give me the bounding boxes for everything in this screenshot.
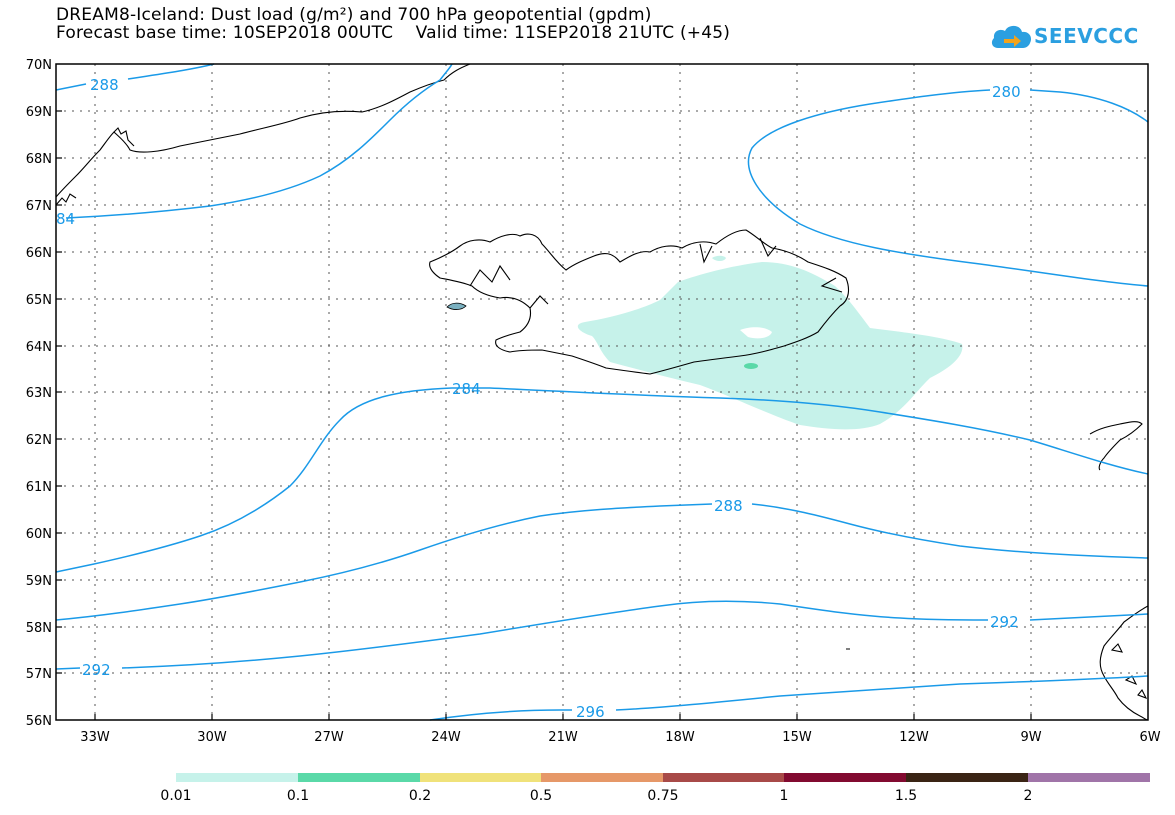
greenland-coast-inlets bbox=[55, 127, 135, 206]
coastlines bbox=[55, 63, 1149, 721]
dust-load-shading bbox=[577, 255, 963, 430]
lon-label: 30W bbox=[197, 730, 227, 745]
lon-label: 6W bbox=[1139, 730, 1160, 745]
dust-area-low bbox=[577, 262, 963, 430]
map-title: DREAM8-Iceland: Dust load (g/m²) and 700… bbox=[56, 5, 652, 25]
contour-label-288-south: 288 bbox=[714, 497, 743, 515]
contour-288-north bbox=[55, 63, 215, 91]
cloud-arrow-icon bbox=[991, 25, 1032, 48]
contour-label-296: 296 bbox=[576, 703, 605, 721]
lon-label: 9W bbox=[1020, 730, 1041, 745]
contour-label-280: 280 bbox=[992, 83, 1021, 101]
lat-label: 65N bbox=[26, 293, 52, 308]
lon-label: 15W bbox=[782, 730, 812, 745]
lat-label: 66N bbox=[26, 246, 52, 261]
colorbar-swatch bbox=[784, 773, 906, 782]
lat-label: 69N bbox=[26, 105, 52, 120]
scotland-islands bbox=[846, 643, 1148, 700]
faroe-coast bbox=[1089, 421, 1143, 471]
dust-area-low-east bbox=[712, 255, 726, 261]
lat-label: 62N bbox=[26, 433, 52, 448]
west-iceland-islet bbox=[446, 302, 467, 310]
colorbar-swatch bbox=[906, 773, 1028, 782]
lat-label: 70N bbox=[26, 58, 52, 73]
colorbar-tick-label: 0.1 bbox=[287, 788, 309, 804]
colorbar-tick-label: 1 bbox=[780, 788, 789, 804]
lon-label: 33W bbox=[80, 730, 110, 745]
lat-label: 63N bbox=[26, 386, 52, 401]
lat-label: 56N bbox=[26, 714, 52, 729]
contour-288-south bbox=[55, 503, 1149, 621]
colorbar-tick-label: 0.75 bbox=[647, 788, 678, 804]
lon-label: 27W bbox=[314, 730, 344, 745]
colorbar-swatch bbox=[298, 773, 420, 782]
contour-292 bbox=[55, 600, 1149, 670]
lon-label: 24W bbox=[431, 730, 461, 745]
colorbar-swatch bbox=[420, 773, 541, 782]
lon-label: 12W bbox=[899, 730, 929, 745]
colorbar: 0.01 0.1 0.2 0.5 0.75 1 1.5 2 bbox=[160, 773, 1150, 804]
forecast-time-subtitle: Forecast base time: 10SEP2018 00UTC Vali… bbox=[56, 23, 731, 43]
axis-ticks bbox=[56, 110, 1032, 720]
contour-296 bbox=[429, 675, 1149, 721]
iceland-coast bbox=[429, 229, 850, 375]
lon-label: 18W bbox=[665, 730, 695, 745]
lat-label: 57N bbox=[26, 667, 52, 682]
geopotential-contours bbox=[55, 63, 1149, 721]
contour-label-292-east: 292 bbox=[990, 613, 1019, 631]
dust-area-medium bbox=[744, 363, 758, 369]
colorbar-swatch bbox=[663, 773, 784, 782]
colorbar-swatch bbox=[541, 773, 663, 782]
colorbar-tick-label: 0.2 bbox=[409, 788, 431, 804]
lat-label: 58N bbox=[26, 621, 52, 636]
dust-gap-glacier bbox=[740, 327, 772, 339]
colorbar-swatch bbox=[1028, 773, 1150, 782]
colorbar-swatch bbox=[176, 773, 298, 782]
colorbar-tick-label: 0.01 bbox=[160, 788, 191, 804]
greenland-coast bbox=[55, 63, 471, 198]
lat-label: 67N bbox=[26, 199, 52, 214]
contour-label-284-edge: 84 bbox=[56, 210, 75, 228]
contour-label-284: 284 bbox=[452, 380, 481, 398]
colorbar-tick-label: 0.5 bbox=[530, 788, 552, 804]
colorbar-tick-label: 2 bbox=[1024, 788, 1033, 804]
lat-label: 59N bbox=[26, 574, 52, 589]
lat-label: 60N bbox=[26, 527, 52, 542]
latitude-labels: 70N 69N 68N 67N 66N 65N 64N 63N 62N 61N … bbox=[26, 58, 52, 729]
seevccc-logo: SEEVCCC bbox=[990, 18, 1160, 62]
contour-284-north bbox=[65, 63, 453, 219]
lat-label: 64N bbox=[26, 340, 52, 355]
scotland-coast bbox=[1099, 605, 1149, 721]
contour-label-288-north: 288 bbox=[90, 76, 119, 94]
contour-labels: 288 84 280 284 288 292 292 296 bbox=[56, 76, 1021, 721]
lat-label: 68N bbox=[26, 152, 52, 167]
seevccc-logo-text: SEEVCCC bbox=[1034, 24, 1139, 48]
contour-284-south bbox=[55, 387, 1149, 573]
contour-280 bbox=[747, 89, 1149, 287]
colorbar-tick-label: 1.5 bbox=[895, 788, 917, 804]
lon-label: 21W bbox=[548, 730, 578, 745]
lat-label: 61N bbox=[26, 480, 52, 495]
contour-label-292-west: 292 bbox=[82, 661, 111, 679]
iceland-fjords bbox=[469, 237, 843, 309]
longitude-labels: 33W 30W 27W 24W 21W 18W 15W 12W 9W 6W bbox=[80, 730, 1160, 745]
